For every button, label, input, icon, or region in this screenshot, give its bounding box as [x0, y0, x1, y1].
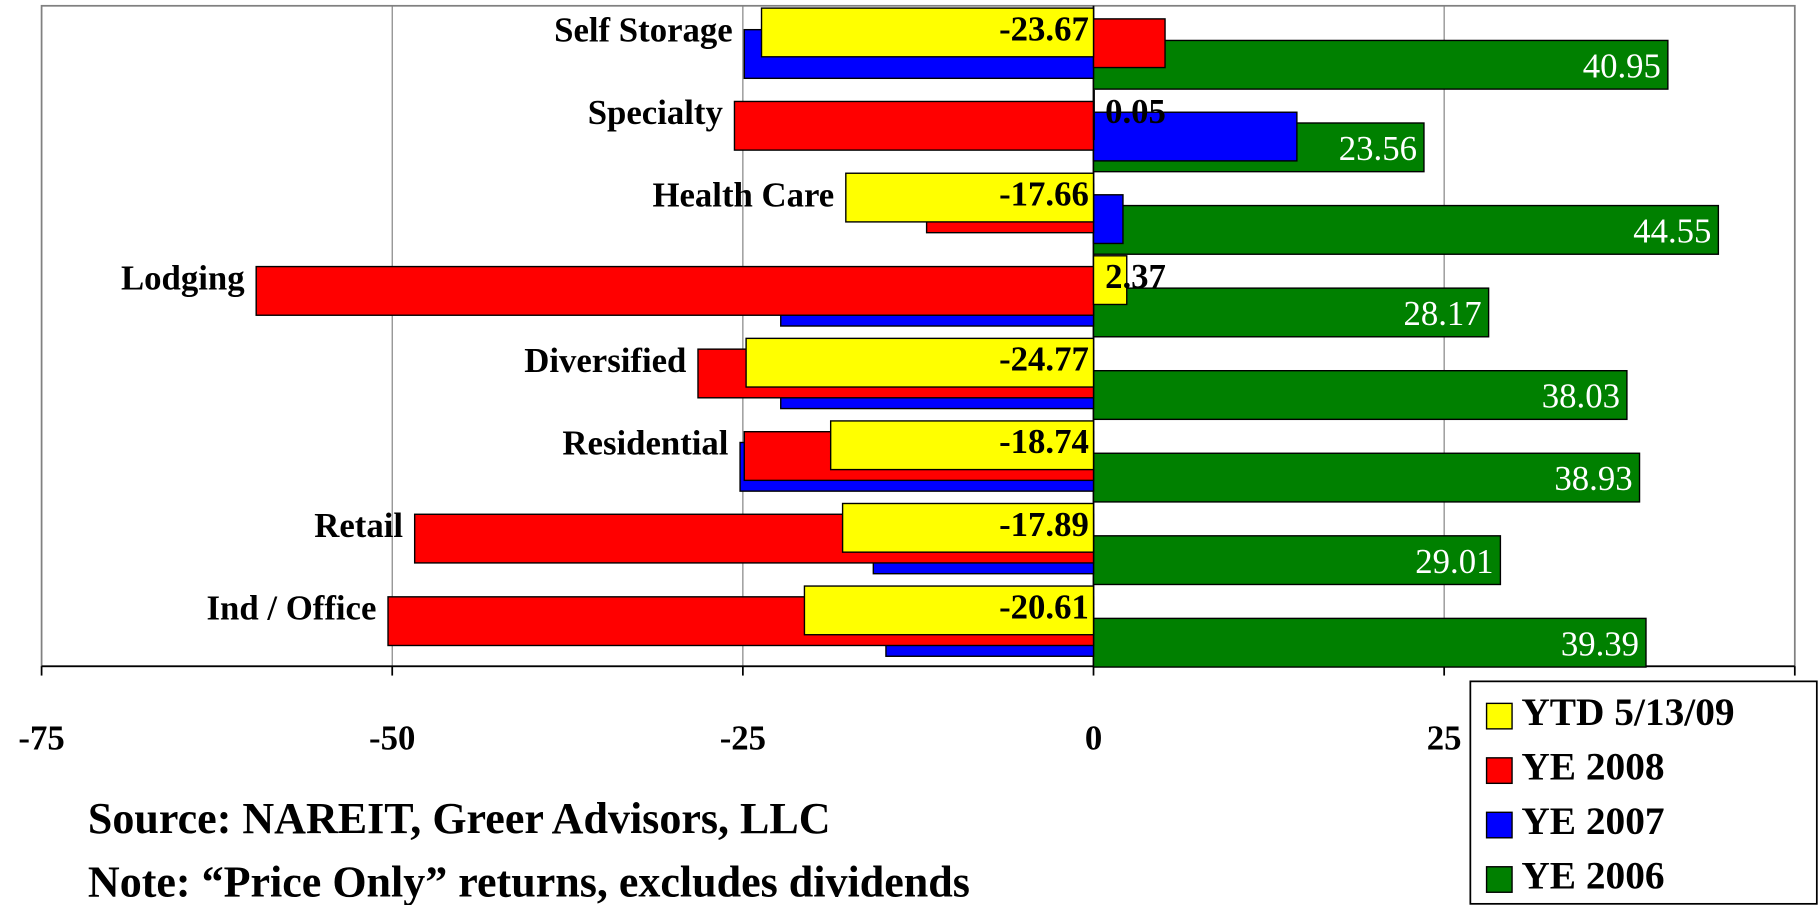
bar [1092, 369, 1628, 421]
category-label: Lodging [121, 258, 245, 297]
value-label: 23.56 [1339, 129, 1417, 168]
legend-label: YE 2008 [1521, 745, 1664, 789]
bar [1092, 452, 1641, 503]
legend-label: YE 2007 [1521, 799, 1664, 843]
legend: YTD 5/13/09 YE 2008 YE 2007 YE 2006 [1469, 680, 1818, 905]
bar [803, 585, 1095, 636]
bar [255, 265, 1095, 316]
value-label: 38.93 [1554, 459, 1632, 498]
x-tick-label: -50 [369, 719, 415, 758]
legend-swatch [1485, 811, 1513, 839]
bar [1092, 255, 1128, 306]
legend-swatch [1485, 702, 1513, 730]
bar [733, 100, 1095, 151]
value-label: -18.74 [999, 422, 1089, 461]
category-label: Health Care [652, 176, 834, 215]
category-label: Specialty [588, 93, 724, 132]
bars [255, 7, 1720, 668]
legend-swatch [1485, 757, 1513, 785]
bar [1092, 18, 1166, 69]
value-label: 29.01 [1415, 542, 1493, 581]
grid: -75-50-2502550 [18, 5, 1812, 758]
x-tick-label: 25 [1427, 719, 1462, 758]
bar [745, 337, 1095, 388]
bar [1092, 204, 1720, 255]
bar [1092, 535, 1502, 586]
bar [1092, 617, 1647, 668]
bar [845, 172, 1095, 223]
labels: -23.67 40.95 Self Storage 0.05 23.56 Specialt… [121, 9, 1711, 663]
value-label: -20.61 [999, 587, 1089, 626]
value-label: -17.89 [999, 505, 1089, 544]
category-label: Retail [314, 506, 403, 545]
x-tick-label: -25 [720, 719, 766, 758]
bar [1092, 194, 1124, 245]
bar [829, 420, 1095, 471]
bar [760, 7, 1095, 58]
bar [1092, 111, 1298, 162]
x-tick-label: 0 [1085, 719, 1102, 758]
category-label: Ind / Office [207, 589, 377, 628]
value-label: 2.37 [1105, 257, 1166, 296]
category-label: Residential [562, 423, 728, 462]
value-label: 40.95 [1583, 46, 1661, 85]
source-note: Source: NAREIT, Greer Advisors, LLC [88, 794, 831, 843]
value-label: 38.03 [1542, 377, 1620, 416]
value-label: 44.55 [1633, 212, 1711, 251]
bar [1092, 89, 1095, 141]
legend-swatch [1485, 866, 1513, 893]
bar [841, 502, 1095, 553]
value-label: 28.17 [1403, 294, 1481, 333]
category-label: Diversified [524, 341, 686, 380]
value-label: -17.66 [999, 175, 1089, 214]
bar [1092, 39, 1669, 90]
value-label: -23.67 [999, 9, 1089, 48]
category-label: Self Storage [554, 11, 733, 50]
value-label: 0.05 [1105, 92, 1166, 131]
value-label: 39.39 [1561, 624, 1639, 663]
x-tick-label: -75 [18, 719, 64, 758]
value-label: -24.77 [999, 340, 1089, 379]
legend-label: YTD 5/13/09 [1521, 690, 1734, 734]
legend-label: YE 2006 [1521, 854, 1664, 898]
legend-box [1469, 680, 1818, 905]
note: Note: “Price Only” returns, excludes div… [88, 858, 970, 905]
